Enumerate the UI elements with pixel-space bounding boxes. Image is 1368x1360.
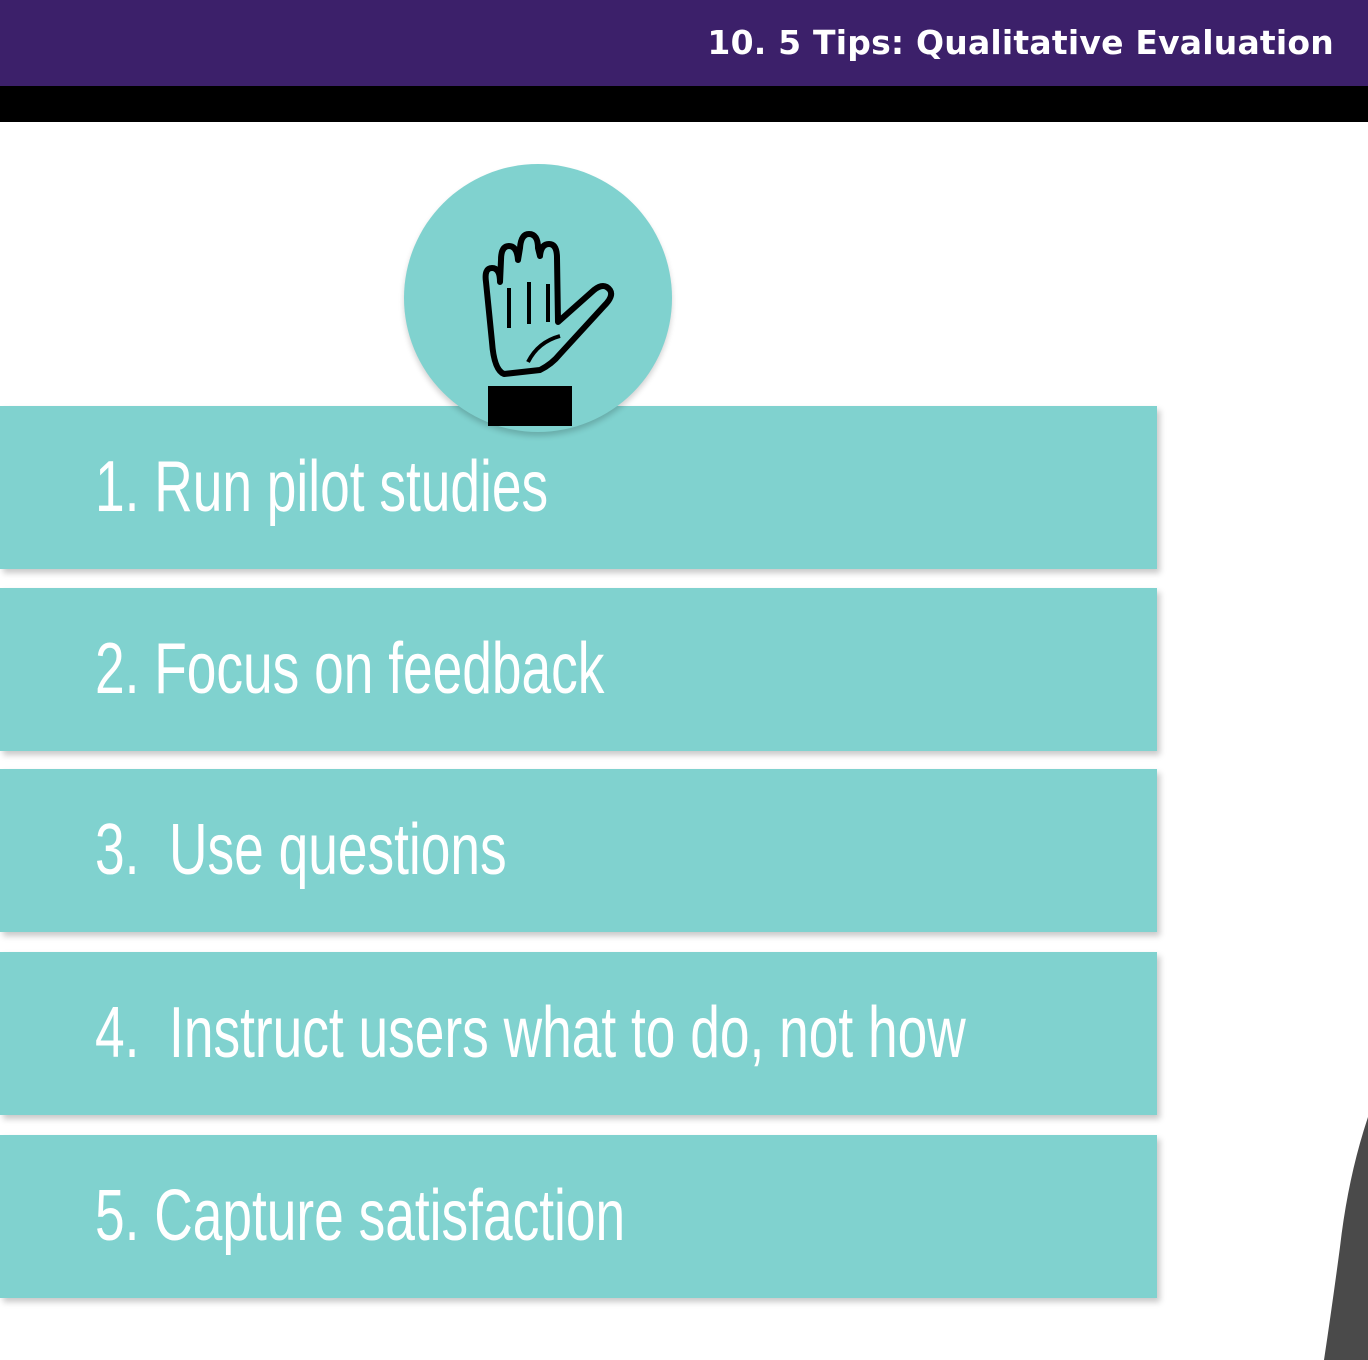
title-bar: 10. 5 Tips: Qualitative Evaluation (0, 0, 1368, 86)
tip-bar-1: 1. Run pilot studies (0, 406, 1157, 569)
lecture-title: 10. 5 Tips: Qualitative Evaluation (707, 23, 1334, 62)
tip-bar-5: 5. Capture satisfaction (0, 1135, 1157, 1298)
tip-bar-2: 2. Focus on feedback (0, 588, 1157, 751)
tip-label: 5. Capture satisfaction (95, 1176, 626, 1256)
tip-label: 1. Run pilot studies (95, 447, 549, 527)
tip-bar-3: 3. Use questions (0, 769, 1157, 932)
presenter-silhouette (1324, 1117, 1368, 1360)
raised-hand-icon (404, 164, 672, 432)
slide-area: 1. Run pilot studies 2. Focus on feedbac… (0, 122, 1368, 1360)
tip-label: 4. Instruct users what to do, not how (95, 993, 966, 1073)
tip-bar-4: 4. Instruct users what to do, not how (0, 952, 1157, 1115)
header-divider (0, 86, 1368, 122)
tip-label: 3. Use questions (95, 810, 507, 890)
tip-label: 2. Focus on feedback (95, 629, 605, 709)
